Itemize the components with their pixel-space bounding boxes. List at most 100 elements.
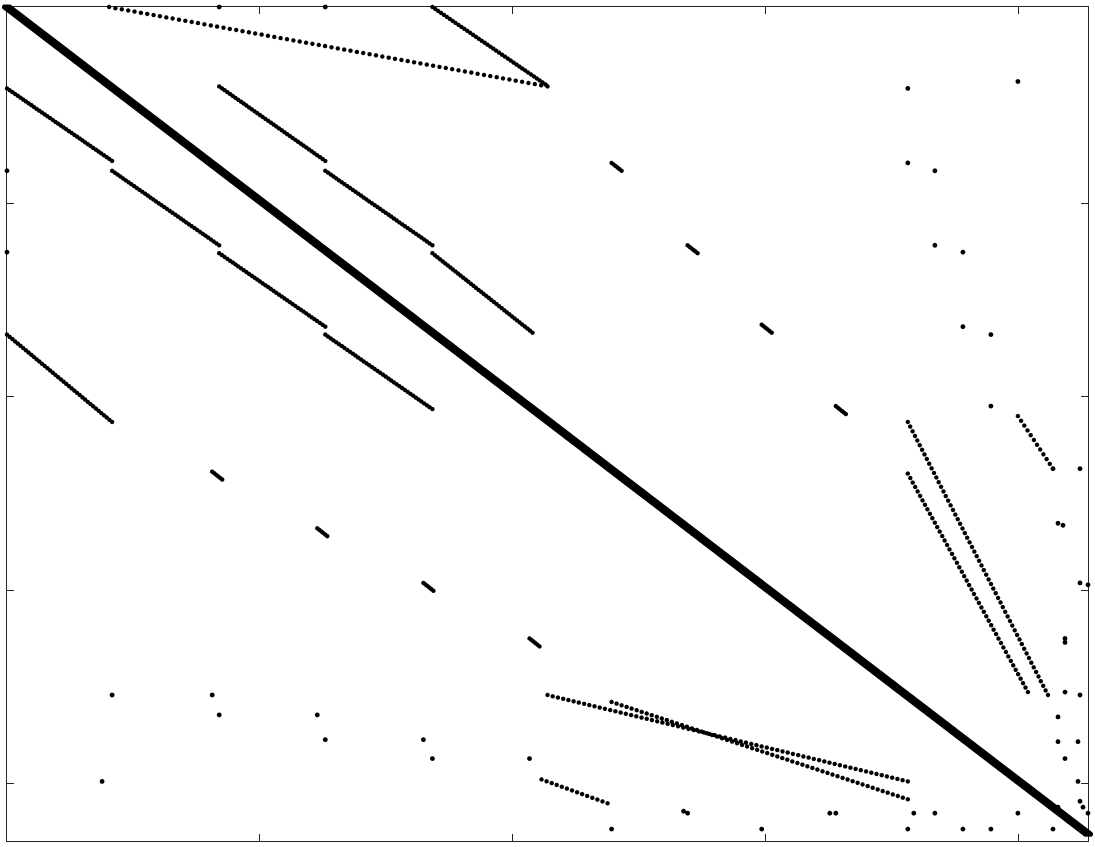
upper-band-1-point — [208, 23, 213, 28]
right-curve-1-point — [1045, 692, 1051, 698]
isolated-point — [1062, 689, 1068, 695]
isolated-point — [322, 4, 328, 10]
lower-curve-2-point — [840, 775, 845, 781]
isolated-point — [1055, 520, 1061, 526]
lower-curve-1-point — [602, 706, 608, 711]
lower-curve-1-point — [754, 742, 759, 748]
right-curve-1-point — [1041, 683, 1046, 688]
upper-band-1-point — [202, 22, 207, 27]
right-curve-1-point — [1036, 674, 1041, 679]
isolated-point — [911, 810, 917, 816]
isolated-point — [314, 712, 320, 718]
lower-curve-3-point — [564, 786, 570, 791]
upper-band-1-point — [106, 4, 112, 10]
upper-band-1-point — [373, 53, 379, 58]
isolated-point — [1062, 756, 1068, 761]
isolated-point — [1075, 779, 1081, 784]
upper-band-1-point — [361, 50, 366, 56]
isolated-point — [1077, 466, 1083, 472]
lower-curve-2-point — [860, 782, 865, 787]
lower-curve-3-point — [554, 782, 559, 788]
right-curve-1-point — [946, 498, 951, 503]
upper-band-1-point — [113, 6, 118, 11]
right-curve-2-point — [910, 480, 915, 485]
right-curve-2-point — [986, 618, 991, 623]
lower-curve-1-point — [863, 769, 869, 774]
upper-band-1-point — [195, 20, 201, 26]
lower-curve-2-point — [619, 703, 624, 708]
lower-curve-2-point — [684, 724, 690, 729]
right-curve-1-point — [938, 484, 944, 489]
lower-curve-1-point — [628, 712, 634, 718]
upper-band-1-point — [151, 12, 156, 18]
lower-curve-1-point — [660, 720, 665, 725]
lower-curve-2-point — [880, 788, 885, 794]
upper-band-1-point — [367, 52, 372, 57]
right-curve-1-point — [995, 595, 1001, 601]
lower-curve-1-point — [837, 763, 843, 768]
lower-curve-2-point — [664, 717, 669, 723]
right-curve-2-point — [996, 636, 1001, 641]
right-curve-1-point — [957, 521, 963, 526]
lower-curve-3-point — [585, 793, 590, 799]
lower-curve-2-point — [689, 726, 695, 731]
lower-curve-3-point — [574, 790, 580, 795]
upper-band-1-point — [176, 17, 182, 22]
right-curve-2-point — [991, 627, 996, 632]
isolated-point — [932, 242, 938, 248]
right-curve-2-point — [1003, 649, 1009, 655]
lower-curve-1-point — [900, 778, 905, 783]
right-curve-1-point — [922, 452, 927, 457]
right-curve-2-point — [974, 596, 979, 601]
lower-curve-2-point — [765, 750, 770, 756]
right-curve-1-point — [962, 530, 967, 536]
isolated-point — [421, 737, 426, 743]
lower-curve-1-point — [796, 752, 801, 758]
upper-band-1-point — [310, 41, 315, 46]
isolated-point — [1075, 739, 1081, 745]
short-block-6-point — [695, 251, 700, 256]
lower-curve-2-point — [805, 764, 810, 769]
right-curve-2-point — [913, 484, 918, 490]
lower-curve-1-point — [869, 770, 874, 775]
lower-curve-2-point — [885, 790, 890, 795]
isolated-point — [1055, 804, 1061, 810]
lower-curve-2-point — [739, 742, 745, 748]
right-curve-1-point — [984, 572, 989, 577]
lower-curve-2-point — [780, 755, 785, 761]
upper-band-1-point — [392, 56, 398, 61]
right-curve-2-point — [905, 471, 910, 476]
lower-band-3-point — [323, 324, 328, 329]
upper-band-1-point — [189, 19, 194, 25]
upper-band-1-point — [291, 38, 296, 43]
lower-curve-2-point — [770, 752, 775, 757]
lower-curve-1-point — [655, 719, 660, 724]
isolated-point — [109, 692, 115, 698]
lower-curve-2-point — [629, 706, 634, 711]
lower-curve-2-point — [614, 701, 619, 706]
right-curve-1-point — [969, 544, 975, 550]
tick-marks — [7, 7, 1088, 841]
upper-band-1-point — [462, 69, 468, 74]
right-curve-1-point — [927, 461, 932, 466]
lower-curve-1-point — [670, 722, 675, 728]
right-curve-1-point — [924, 456, 929, 462]
lower-curve-1-point — [832, 761, 837, 767]
right-curve-1-point — [917, 443, 922, 448]
lower-curve-2-point — [609, 699, 614, 705]
lower-curve-2-point — [870, 785, 875, 790]
lower-curve-2-point — [850, 779, 855, 784]
upper-band-1-point — [246, 30, 252, 35]
lower-curve-2-point — [654, 714, 659, 719]
lower-curve-2-point — [639, 709, 644, 715]
lower-curve-2-point — [724, 737, 730, 743]
lower-curve-2-point — [875, 787, 880, 792]
right-curve-2-point — [969, 587, 974, 592]
right-curve-1-point — [1000, 604, 1005, 610]
lower-curve-2-point — [669, 719, 674, 724]
right-curve-2-point — [927, 511, 933, 516]
lower-curve-2-point — [649, 713, 654, 718]
upper-band-1-point — [513, 78, 518, 83]
upper-band-1-point — [450, 67, 455, 72]
right-curve-1-point — [998, 600, 1003, 605]
